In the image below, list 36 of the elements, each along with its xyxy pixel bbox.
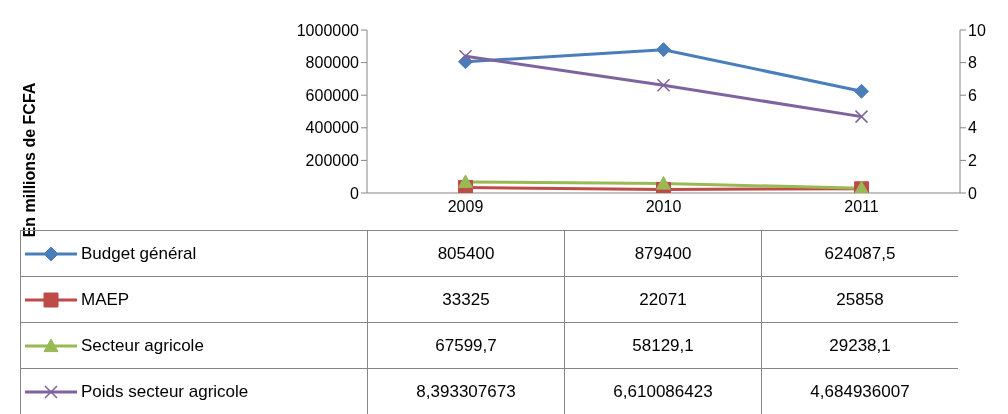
data-label: 22071 [564, 277, 761, 322]
y2-tick-label: 2 [968, 152, 977, 170]
point [656, 78, 671, 93]
y2-tick-label: 8 [968, 54, 977, 72]
data-label: 4,684936007 [761, 369, 958, 414]
y-tick-label: 200000 [305, 152, 360, 170]
y-tick-label: 0 [350, 184, 360, 202]
point [656, 42, 671, 58]
data-label: 624087,5 [761, 231, 958, 276]
x-tick-label: 2011 [844, 198, 879, 216]
legend-label: Poids secteur agricole [81, 381, 249, 402]
data-label: 58129,1 [564, 323, 761, 368]
y2-tick-label: 0 [968, 184, 977, 202]
data-label: 805400 [367, 231, 564, 276]
data-label: 6,610086423 [564, 369, 761, 414]
point [458, 49, 473, 63]
legend-label: Budget général [81, 243, 197, 264]
legend-label: MAEP [81, 289, 130, 310]
x-tick-label: 2009 [447, 198, 484, 216]
y2-tick-label: 10 [968, 21, 986, 39]
data-label: 33325 [367, 277, 564, 322]
y-tick-label: 400000 [305, 119, 360, 137]
y2-tick-label: 6 [968, 86, 977, 104]
point [854, 109, 869, 124]
data-label: 25858 [761, 277, 958, 322]
legend-label: Secteur agricole [81, 335, 204, 356]
y2-tick-label: 4 [968, 119, 977, 137]
x-tick-label: 2010 [645, 198, 682, 216]
point [854, 83, 869, 99]
data-label: 67599,7 [367, 323, 564, 368]
data-label: 879400 [564, 231, 761, 276]
y-tick-label: 600000 [305, 86, 360, 104]
y-tick-label: 800000 [305, 54, 360, 72]
y-tick-label: 1000000 [296, 21, 360, 39]
data-label: 8,393307673 [367, 369, 564, 414]
data-label: 29238,1 [761, 323, 958, 368]
